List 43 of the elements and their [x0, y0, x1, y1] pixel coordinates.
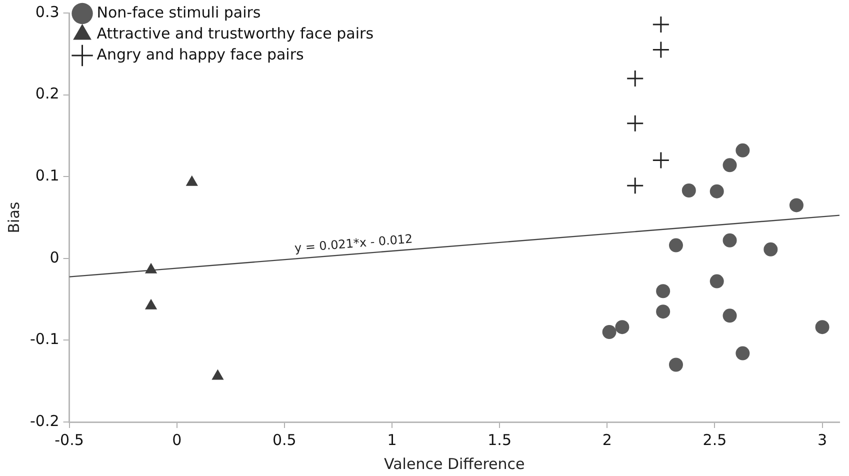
- point: [652, 16, 670, 34]
- point: [668, 358, 683, 372]
- point: [722, 233, 737, 248]
- legend-label: Angry and happy face pairs: [96, 45, 304, 64]
- point: [668, 238, 683, 252]
- x-tick-label: 2.5: [702, 430, 727, 449]
- point: [764, 242, 778, 256]
- point: [652, 41, 670, 59]
- y-axis-title: Bias: [4, 202, 23, 234]
- y-tick-label: -0.1: [30, 330, 60, 348]
- y-tick-label: 0.3: [35, 2, 60, 21]
- point: [652, 151, 670, 169]
- point: [682, 184, 696, 198]
- y-tick-label: 0.1: [35, 166, 60, 184]
- x-tick-label: 0: [172, 430, 182, 449]
- point: [626, 114, 644, 132]
- y-tick-label: 0: [50, 248, 60, 266]
- point: [710, 274, 724, 288]
- y-tick-label: -0.2: [30, 412, 60, 430]
- point: [602, 325, 616, 340]
- point: [615, 320, 630, 334]
- point: [736, 143, 750, 158]
- annotation: y = 0.021*x - 0.012: [294, 232, 414, 256]
- point: [656, 284, 670, 298]
- point: [722, 158, 737, 172]
- point: [626, 70, 644, 88]
- legend-label: Attractive and trustworthy face pairs: [96, 24, 374, 42]
- x-axis-title: Valence Difference: [384, 454, 525, 473]
- x-tick-label: 0.5: [272, 430, 296, 449]
- x-tick-label: 3: [818, 430, 828, 449]
- point: [736, 346, 750, 360]
- y-tick-label: 0.2: [35, 84, 60, 103]
- x-tick-label: 2: [602, 430, 612, 449]
- x-tick-label: 1: [387, 430, 397, 449]
- point: [626, 176, 644, 194]
- legend-label: Non-face stimuli pairs: [96, 3, 261, 22]
- point: [710, 184, 724, 198]
- point: [722, 308, 737, 323]
- point: [789, 198, 804, 212]
- point: [656, 304, 670, 319]
- x-tick-label: -0.5: [54, 430, 84, 449]
- x-tick-label: 1.5: [488, 430, 512, 449]
- point: [815, 320, 830, 334]
